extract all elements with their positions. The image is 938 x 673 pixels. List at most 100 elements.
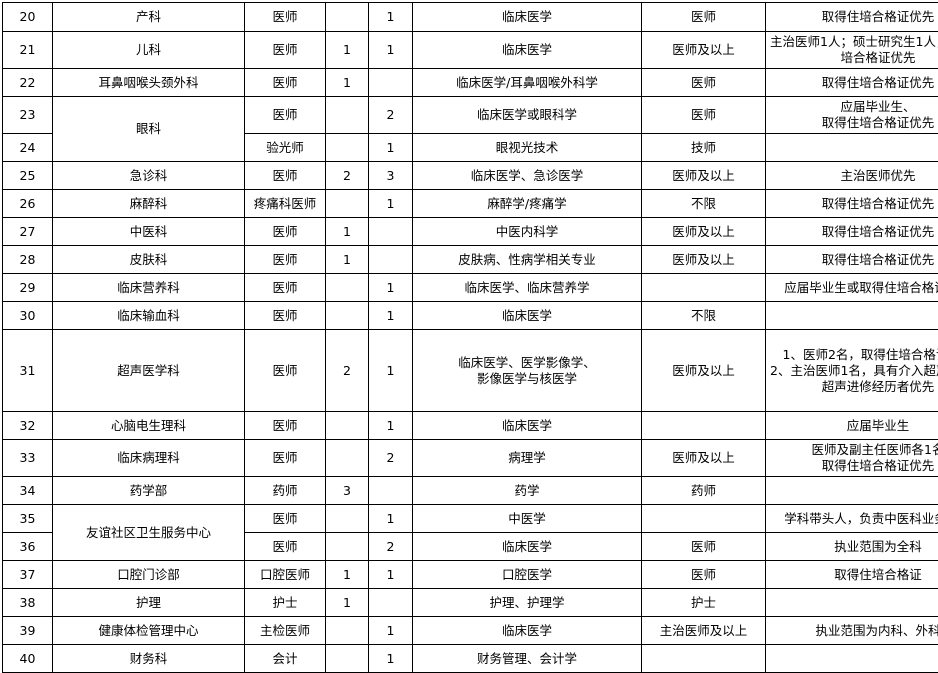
remark-cell — [766, 302, 938, 330]
remark-cell: 取得住培合格证优先 — [766, 246, 938, 274]
remark-cell: 1、医师2名，取得住培合格证优先2、主治医师1名，具有介入超声或心脏超声进修经历… — [766, 330, 938, 412]
row-serial-number: 28 — [3, 246, 53, 274]
table-row: 21儿科医师11临床医学医师及以上主治医师1人；硕士研究生1人，取得住培合格证优… — [3, 32, 938, 69]
count-a-cell — [326, 302, 369, 330]
department-cell: 财务科 — [53, 645, 245, 673]
professional-title-cell: 药师 — [642, 477, 766, 505]
post-cell: 医师 — [245, 274, 326, 302]
remark-cell: 应届毕业生或取得住培合格证优先 — [766, 274, 938, 302]
count-b-cell: 1 — [369, 645, 413, 673]
post-cell: 医师 — [245, 302, 326, 330]
major-requirement-cell: 中医内科学 — [413, 218, 642, 246]
major-requirement-cell: 麻醉学/疼痛学 — [413, 190, 642, 218]
department-cell: 产科 — [53, 3, 245, 32]
count-b-cell: 2 — [369, 533, 413, 561]
department-cell: 急诊科 — [53, 162, 245, 190]
post-cell: 药师 — [245, 477, 326, 505]
row-serial-number: 34 — [3, 477, 53, 505]
professional-title-cell: 医师及以上 — [642, 218, 766, 246]
major-requirement-cell: 眼视光技术 — [413, 134, 642, 162]
professional-title-cell — [642, 505, 766, 533]
major-requirement-cell: 临床医学 — [413, 3, 642, 32]
count-a-cell: 1 — [326, 246, 369, 274]
count-b-cell — [369, 246, 413, 274]
professional-title-cell — [642, 274, 766, 302]
professional-title-cell: 不限 — [642, 302, 766, 330]
department-cell: 儿科 — [53, 32, 245, 69]
count-b-cell: 1 — [369, 505, 413, 533]
remark-cell — [766, 645, 938, 673]
major-requirement-cell: 临床医学 — [413, 533, 642, 561]
major-requirement-cell: 病理学 — [413, 440, 642, 477]
professional-title-cell — [642, 645, 766, 673]
department-cell: 临床输血科 — [53, 302, 245, 330]
post-cell: 医师 — [245, 3, 326, 32]
count-a-cell: 1 — [326, 561, 369, 589]
professional-title-cell: 医师 — [642, 533, 766, 561]
remark-cell — [766, 134, 938, 162]
major-requirement-cell: 护理、护理学 — [413, 589, 642, 617]
count-a-cell — [326, 617, 369, 645]
post-cell: 医师 — [245, 162, 326, 190]
major-requirement-cell: 临床医学、临床营养学 — [413, 274, 642, 302]
professional-title-cell: 不限 — [642, 190, 766, 218]
department-cell: 心脑电生理科 — [53, 412, 245, 440]
row-serial-number: 37 — [3, 561, 53, 589]
remark-cell: 主治医师优先 — [766, 162, 938, 190]
count-a-cell: 1 — [326, 218, 369, 246]
remark-cell — [766, 589, 938, 617]
row-serial-number: 29 — [3, 274, 53, 302]
count-b-cell: 1 — [369, 190, 413, 218]
remark-cell: 取得住培合格证优先 — [766, 3, 938, 32]
department-cell: 护理 — [53, 589, 245, 617]
count-b-cell: 1 — [369, 3, 413, 32]
post-cell: 医师 — [245, 440, 326, 477]
major-requirement-cell: 药学 — [413, 477, 642, 505]
major-requirement-cell: 临床医学或眼科学 — [413, 97, 642, 134]
count-b-cell: 1 — [369, 412, 413, 440]
professional-title-cell: 医师及以上 — [642, 32, 766, 69]
remark-cell: 学科带头人，负责中医科业务管理 — [766, 505, 938, 533]
professional-title-cell: 医师 — [642, 69, 766, 97]
department-cell: 药学部 — [53, 477, 245, 505]
row-serial-number: 21 — [3, 32, 53, 69]
row-serial-number: 39 — [3, 617, 53, 645]
major-requirement-cell: 财务管理、会计学 — [413, 645, 642, 673]
count-b-cell: 1 — [369, 561, 413, 589]
row-serial-number: 25 — [3, 162, 53, 190]
professional-title-cell: 主治医师及以上 — [642, 617, 766, 645]
post-cell: 疼痛科医师 — [245, 190, 326, 218]
remark-cell: 主治医师1人；硕士研究生1人，取得住培合格证优先 — [766, 32, 938, 69]
professional-title-cell: 医师 — [642, 561, 766, 589]
row-serial-number: 23 — [3, 97, 53, 134]
remark-cell: 应届毕业生 — [766, 412, 938, 440]
post-cell: 口腔医师 — [245, 561, 326, 589]
professional-title-cell: 护士 — [642, 589, 766, 617]
remark-cell: 取得住培合格证优先 — [766, 218, 938, 246]
professional-title-cell: 医师 — [642, 3, 766, 32]
department-cell: 临床营养科 — [53, 274, 245, 302]
department-cell: 口腔门诊部 — [53, 561, 245, 589]
post-cell: 医师 — [245, 533, 326, 561]
remark-cell: 执业范围为全科 — [766, 533, 938, 561]
count-b-cell: 1 — [369, 274, 413, 302]
count-b-cell — [369, 218, 413, 246]
post-cell: 医师 — [245, 412, 326, 440]
professional-title-cell: 医师及以上 — [642, 246, 766, 274]
count-a-cell — [326, 3, 369, 32]
professional-title-cell: 医师 — [642, 97, 766, 134]
row-serial-number: 32 — [3, 412, 53, 440]
department-cell: 健康体检管理中心 — [53, 617, 245, 645]
count-a-cell: 2 — [326, 162, 369, 190]
